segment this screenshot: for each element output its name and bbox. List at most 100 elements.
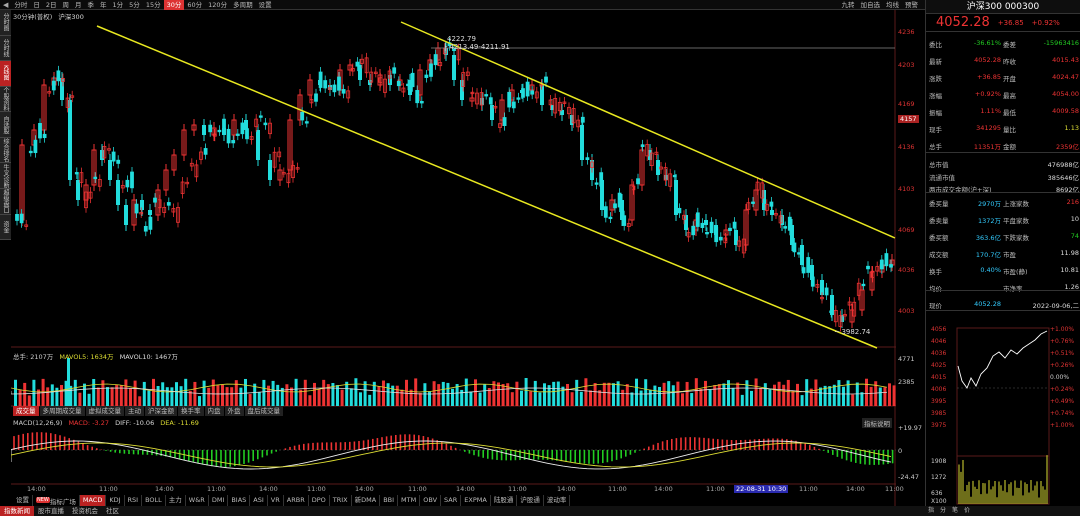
kline-candle xyxy=(268,160,272,180)
kline-candle xyxy=(764,203,769,211)
indicator-tab[interactable]: ASI xyxy=(250,495,268,508)
indicator-tab[interactable]: RSI xyxy=(125,495,143,508)
indicator-tab[interactable]: NEW指标广场 xyxy=(33,495,80,508)
period-tab[interactable]: 季 xyxy=(87,0,95,9)
indicator-tab[interactable]: BIAS xyxy=(228,495,251,508)
left-tab[interactable]: 超级盘口 xyxy=(0,188,11,215)
indicator-tab[interactable]: BBI xyxy=(380,495,399,508)
indicator-tab[interactable]: DMI xyxy=(209,495,229,508)
intraday-mini-chart[interactable] xyxy=(929,326,1075,506)
indicator-tab[interactable]: MACD xyxy=(79,495,107,508)
indicator-tab[interactable]: DPO xyxy=(309,495,330,508)
left-tab[interactable]: 综合排名 xyxy=(0,137,11,164)
quote-panel-tab[interactable]: 笔 xyxy=(952,507,959,514)
quote-label: 委卖量 xyxy=(929,217,949,225)
indicator-tab[interactable]: SAR xyxy=(441,495,462,508)
volume-bar xyxy=(14,379,17,406)
status-bar: 指数新闻 股市直播 投资机会 社区 xyxy=(0,506,925,516)
toolbar-right-item[interactable]: 均线 xyxy=(886,1,899,9)
toolbar-right-item[interactable]: 九转 xyxy=(841,1,855,9)
indicator-help-button[interactable]: 指标说明 xyxy=(862,418,892,428)
indicator-tab[interactable]: 沪股通 xyxy=(517,495,544,508)
indicator-tab[interactable]: KDJ xyxy=(106,495,125,508)
volume-indicator-tab[interactable]: 换手率 xyxy=(178,406,204,416)
period-tab[interactable]: 分时 xyxy=(14,0,28,9)
volume-indicator-tab[interactable]: 外盘 xyxy=(224,406,244,416)
status-tab[interactable]: 投资机会 xyxy=(72,507,98,515)
volume-indicator-tab[interactable]: 内盘 xyxy=(204,406,224,416)
volume-bar xyxy=(520,390,523,406)
volume-indicator-tab[interactable]: 虚拟成交量 xyxy=(85,406,124,416)
period-tab[interactable]: 多周期 xyxy=(233,0,253,9)
period-tab[interactable]: 120分 xyxy=(208,0,228,9)
volume-bar xyxy=(851,394,855,406)
quote-panel-tab[interactable]: 指 xyxy=(928,507,935,514)
indicator-tab[interactable]: BOLL xyxy=(142,495,166,508)
period-tab[interactable]: 5分 xyxy=(129,0,140,9)
left-tab[interactable]: 自选股 xyxy=(0,112,11,138)
indicator-tab[interactable]: 设置 xyxy=(13,495,33,508)
status-tab[interactable]: 社区 xyxy=(106,507,119,515)
volume-indicator-tab[interactable]: 沪深金额 xyxy=(145,406,177,416)
period-tab[interactable]: 周 xyxy=(62,0,70,9)
indicator-tab[interactable]: TRIX xyxy=(330,495,352,508)
period-tab[interactable]: 30分 xyxy=(163,0,185,10)
left-tab[interactable]: 资金 xyxy=(0,214,11,241)
macd-header: MACD(12,26,9) MACD: -3.27 DIFF: -10.06 D… xyxy=(13,419,199,427)
left-tab[interactable]: 个股资料 xyxy=(0,86,11,113)
kline-candle xyxy=(516,97,521,100)
quote-label: 金额 xyxy=(1003,143,1016,151)
period-tab[interactable]: 月 xyxy=(75,0,82,9)
indicator-tab[interactable]: OBV xyxy=(420,495,442,508)
time-axis-label: 11:00 xyxy=(885,485,904,493)
indicator-tab[interactable]: W&R xyxy=(186,495,209,508)
volume-indicator-tab[interactable]: 盘后成交量 xyxy=(244,406,283,416)
indicator-tab[interactable]: ARBR xyxy=(284,495,309,508)
quote-panel-tab[interactable]: 价 xyxy=(964,507,971,514)
menu-arrow-icon[interactable]: ◀ xyxy=(3,0,9,9)
indicator-tab[interactable]: 波动率 xyxy=(544,495,571,508)
kline-candle xyxy=(231,140,236,144)
quote-value: 1.11% xyxy=(980,107,1001,115)
period-tab[interactable]: 日 xyxy=(33,0,40,9)
volume-indicator-tab[interactable]: 多周期成交量 xyxy=(39,406,85,416)
period-tab[interactable]: 60分 xyxy=(187,0,203,9)
status-tab[interactable]: 指数新闻 xyxy=(0,506,34,516)
volume-indicator-tab[interactable]: 成交量 xyxy=(13,406,39,416)
volume-bar xyxy=(262,379,266,406)
left-tab[interactable]: 牛叉诊断 xyxy=(0,163,11,189)
kline-candle xyxy=(790,225,794,245)
mini-axis-right: +0.74% xyxy=(1050,410,1075,417)
volume-bar xyxy=(671,385,675,406)
volume-bar xyxy=(198,396,201,406)
left-tab[interactable]: 分时图 xyxy=(0,10,11,36)
volume-bar xyxy=(566,383,569,406)
kline-candle xyxy=(580,125,584,160)
period-tab[interactable]: 1分 xyxy=(112,0,124,9)
period-tab[interactable]: 设置 xyxy=(258,0,272,9)
indicator-tab[interactable]: 陆股通 xyxy=(491,495,518,508)
volume-bar xyxy=(552,381,556,406)
indicator-tab[interactable]: VR xyxy=(268,495,284,508)
period-tab[interactable]: 年 xyxy=(100,0,107,9)
period-tab[interactable]: 15分 xyxy=(145,0,161,9)
indicator-tab[interactable]: 新DMA xyxy=(352,495,381,508)
volume-bar xyxy=(64,380,68,406)
volume-bar xyxy=(658,386,661,406)
kline-chart-svg: 4222.79├ 4213.49-4211.91 ─ 3982.74 xyxy=(10,10,896,506)
kline-candle xyxy=(124,205,128,225)
quote-panel-tab[interactable]: 分 xyxy=(940,507,947,514)
toolbar-right-item[interactable]: 预警 xyxy=(905,1,918,9)
kline-candle xyxy=(258,115,263,118)
period-tab[interactable]: 2日 xyxy=(45,0,57,9)
status-tab[interactable]: 股市直播 xyxy=(38,507,64,515)
left-tab[interactable]: K线图 xyxy=(0,61,11,87)
indicator-tab[interactable]: 主力 xyxy=(166,495,186,508)
mini-axis-left: 3995 xyxy=(931,398,947,405)
volume-indicator-tab[interactable]: 主动 xyxy=(125,406,144,416)
indicator-tab[interactable]: EXPMA xyxy=(461,495,491,508)
toolbar-right-item[interactable]: 加自选 xyxy=(860,1,881,9)
kline-chart-area[interactable]: 4222.79 ├ 4213.49-4211.91 ─ 3982.74 xyxy=(10,10,896,506)
left-tab[interactable]: 分时线 xyxy=(0,35,11,62)
indicator-tab[interactable]: MTM xyxy=(398,495,421,508)
